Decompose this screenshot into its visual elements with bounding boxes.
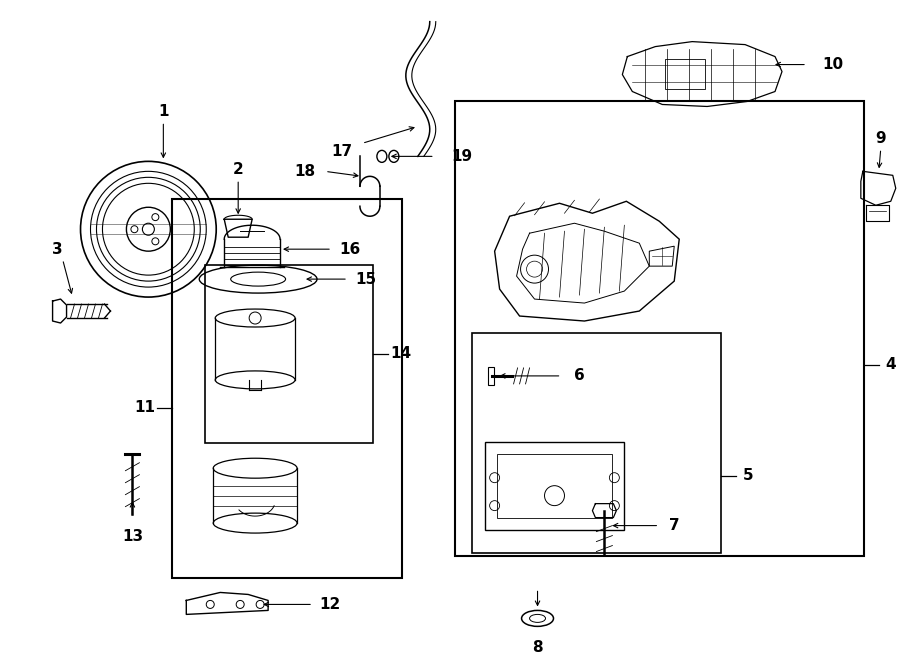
Text: 3: 3 [52,242,63,256]
Text: 16: 16 [339,242,361,256]
Text: 15: 15 [356,272,376,287]
Bar [488,367,493,385]
Text: 10: 10 [822,57,843,72]
Bar [205,265,373,443]
Text: 7: 7 [669,518,680,533]
Text: 18: 18 [294,164,316,179]
Text: 13: 13 [122,529,143,543]
Bar [497,453,612,518]
Text: 14: 14 [391,346,411,362]
Bar [665,59,706,89]
Text: 19: 19 [452,149,472,164]
Bar [172,199,401,578]
Text: 11: 11 [134,401,155,415]
Text: 17: 17 [331,144,353,159]
Text: 5: 5 [743,468,753,483]
Bar [454,102,864,555]
Text: 9: 9 [876,131,886,146]
Text: 12: 12 [320,597,340,612]
Text: 6: 6 [574,368,585,383]
Bar [472,333,721,553]
Text: 1: 1 [158,104,168,119]
Text: 2: 2 [233,162,244,177]
Text: 4: 4 [886,358,896,372]
Bar [484,442,625,529]
Text: 8: 8 [532,641,543,655]
